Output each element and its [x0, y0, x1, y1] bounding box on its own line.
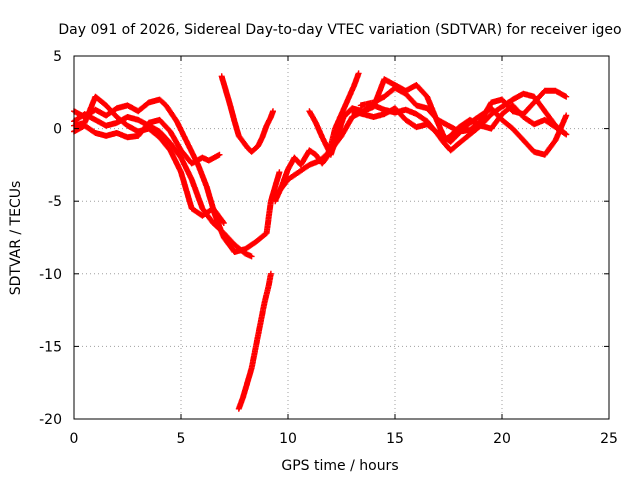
x-tick-label: 5	[177, 431, 186, 447]
x-tick-label: 10	[279, 431, 297, 447]
series-track-2	[71, 96, 283, 255]
series-track-4	[71, 116, 223, 167]
y-tick-label: -10	[39, 267, 62, 283]
data-point-markers	[357, 84, 570, 135]
data-point-markers	[71, 96, 283, 255]
series-track-6	[235, 270, 274, 412]
y-tick-label: -20	[39, 412, 62, 428]
data-point-markers	[218, 73, 276, 155]
x-tick-label: 0	[70, 431, 79, 447]
x-tick-label: 15	[386, 431, 404, 447]
data-point-markers	[71, 116, 223, 167]
plot-frame	[73, 55, 610, 420]
data-point-markers	[235, 270, 274, 412]
series-track-11	[357, 84, 570, 135]
y-tick-label: 0	[53, 122, 62, 138]
y-tick-label: 5	[53, 49, 62, 65]
chart-title: Day 091 of 2026, Sidereal Day-to-day VTE…	[58, 22, 621, 38]
axis-ticks: 0 5 10 15 20 25 5 0 -5 -10 -15 -20	[39, 49, 618, 447]
data-marks	[71, 70, 570, 412]
x-axis-label: GPS time / hours	[281, 458, 398, 474]
series-track-5	[218, 73, 276, 155]
y-axis-label: SDTVAR / TECUs	[8, 181, 24, 296]
y-tick-label: -5	[48, 194, 62, 210]
x-tick-label: 20	[493, 431, 511, 447]
y-tick-label: -15	[39, 339, 62, 355]
x-tick-label: 25	[600, 431, 618, 447]
